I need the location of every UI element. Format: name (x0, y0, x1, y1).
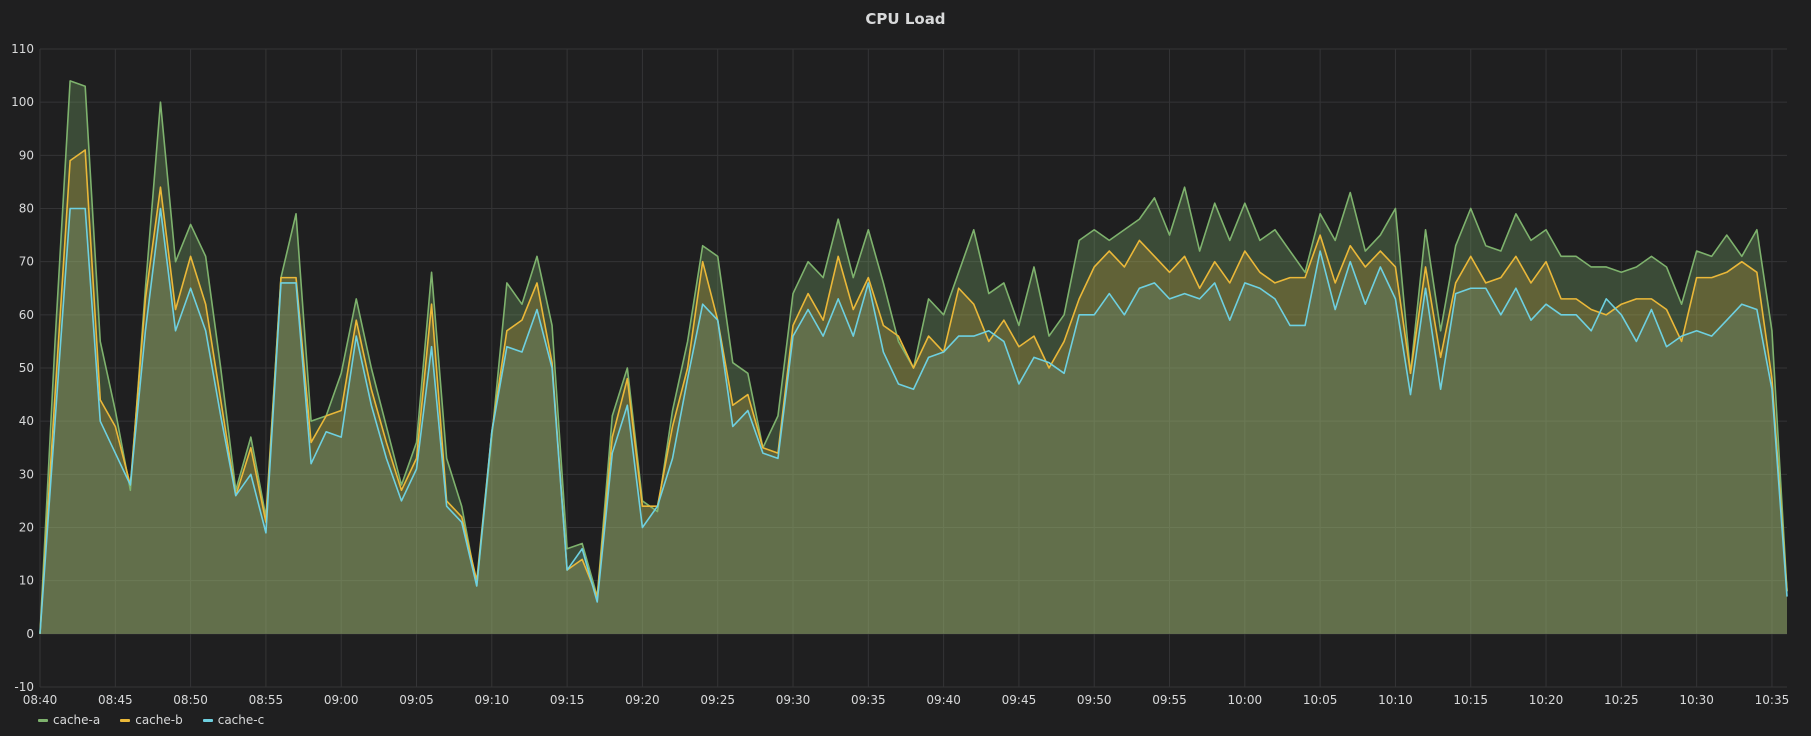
y-tick-label: 50 (19, 361, 34, 375)
series-line-cache-c (39, 207, 1788, 634)
y-tick-label: 110 (11, 42, 34, 56)
y-tick-label: -10 (14, 680, 34, 694)
x-tick-label: 10:05 (1303, 693, 1338, 707)
x-tick-label: 08:50 (173, 693, 208, 707)
line-layer (39, 80, 1788, 634)
legend-swatch (120, 718, 131, 722)
x-tick-label: 09:35 (851, 693, 886, 707)
y-tick-label: 0 (26, 627, 34, 641)
x-tick-label: 09:55 (1152, 693, 1187, 707)
y-tick-label: 40 (19, 414, 34, 428)
series-line-cache-b (39, 149, 1788, 634)
x-tick-label: 10:35 (1755, 693, 1790, 707)
legend-swatch (38, 718, 48, 722)
x-tick-label: 09:25 (700, 693, 735, 707)
x-tick-label: 10:10 (1378, 693, 1413, 707)
y-tick-label: 60 (19, 308, 34, 322)
axis-layer: -10 0 10 20 30 40 50 60 70 80 90 100 110 08:40 08:45 08… (11, 42, 1789, 707)
y-tick-label: 30 (19, 467, 34, 481)
y-tick-label: 20 (19, 521, 34, 535)
chart-title: CPU Load (865, 10, 946, 28)
legend-label: cache-c (217, 713, 265, 727)
y-tick-label: 10 (19, 574, 34, 588)
series-area-cache-a (40, 80, 1787, 634)
x-tick-label: 10:30 (1679, 693, 1714, 707)
x-tick-label: 09:00 (324, 693, 359, 707)
x-tick-label: 08:45 (98, 693, 133, 707)
x-tick-label: 08:40 (23, 693, 58, 707)
area-layer (40, 80, 1787, 634)
x-tick-label: 09:40 (926, 693, 961, 707)
x-tick-label: 09:10 (475, 693, 510, 707)
legend-label: cache-a (53, 713, 101, 727)
y-tick-label: 80 (19, 202, 34, 216)
y-tick-label: 100 (11, 95, 34, 109)
legend-item-cache-c[interactable]: cache-c (202, 713, 265, 727)
x-tick-label: 10:20 (1529, 693, 1564, 707)
x-tick-label: 09:15 (550, 693, 585, 707)
x-tick-label: 08:55 (249, 693, 284, 707)
legend-label: cache-b (135, 713, 183, 727)
x-tick-label: 09:05 (399, 693, 434, 707)
y-tick-label: 90 (19, 148, 34, 162)
x-tick-label: 10:00 (1228, 693, 1263, 707)
y-tick-label: 70 (19, 255, 34, 269)
x-tick-label: 10:15 (1453, 693, 1488, 707)
x-tick-label: 09:30 (776, 693, 811, 707)
series-area-cache-c (40, 208, 1787, 634)
legend-swatch (202, 718, 213, 722)
x-tick-label: 09:50 (1077, 693, 1112, 707)
grid-layer (39, 48, 1787, 688)
legend-item-cache-b[interactable]: cache-b (120, 713, 183, 727)
legend: cache-a cache-b cache-c (38, 713, 264, 727)
series-area-cache-b (40, 150, 1787, 634)
legend-item-cache-a[interactable]: cache-a (38, 713, 100, 727)
x-tick-label: 09:45 (1002, 693, 1037, 707)
x-tick-label: 09:20 (625, 693, 660, 707)
x-tick-label: 10:25 (1604, 693, 1639, 707)
